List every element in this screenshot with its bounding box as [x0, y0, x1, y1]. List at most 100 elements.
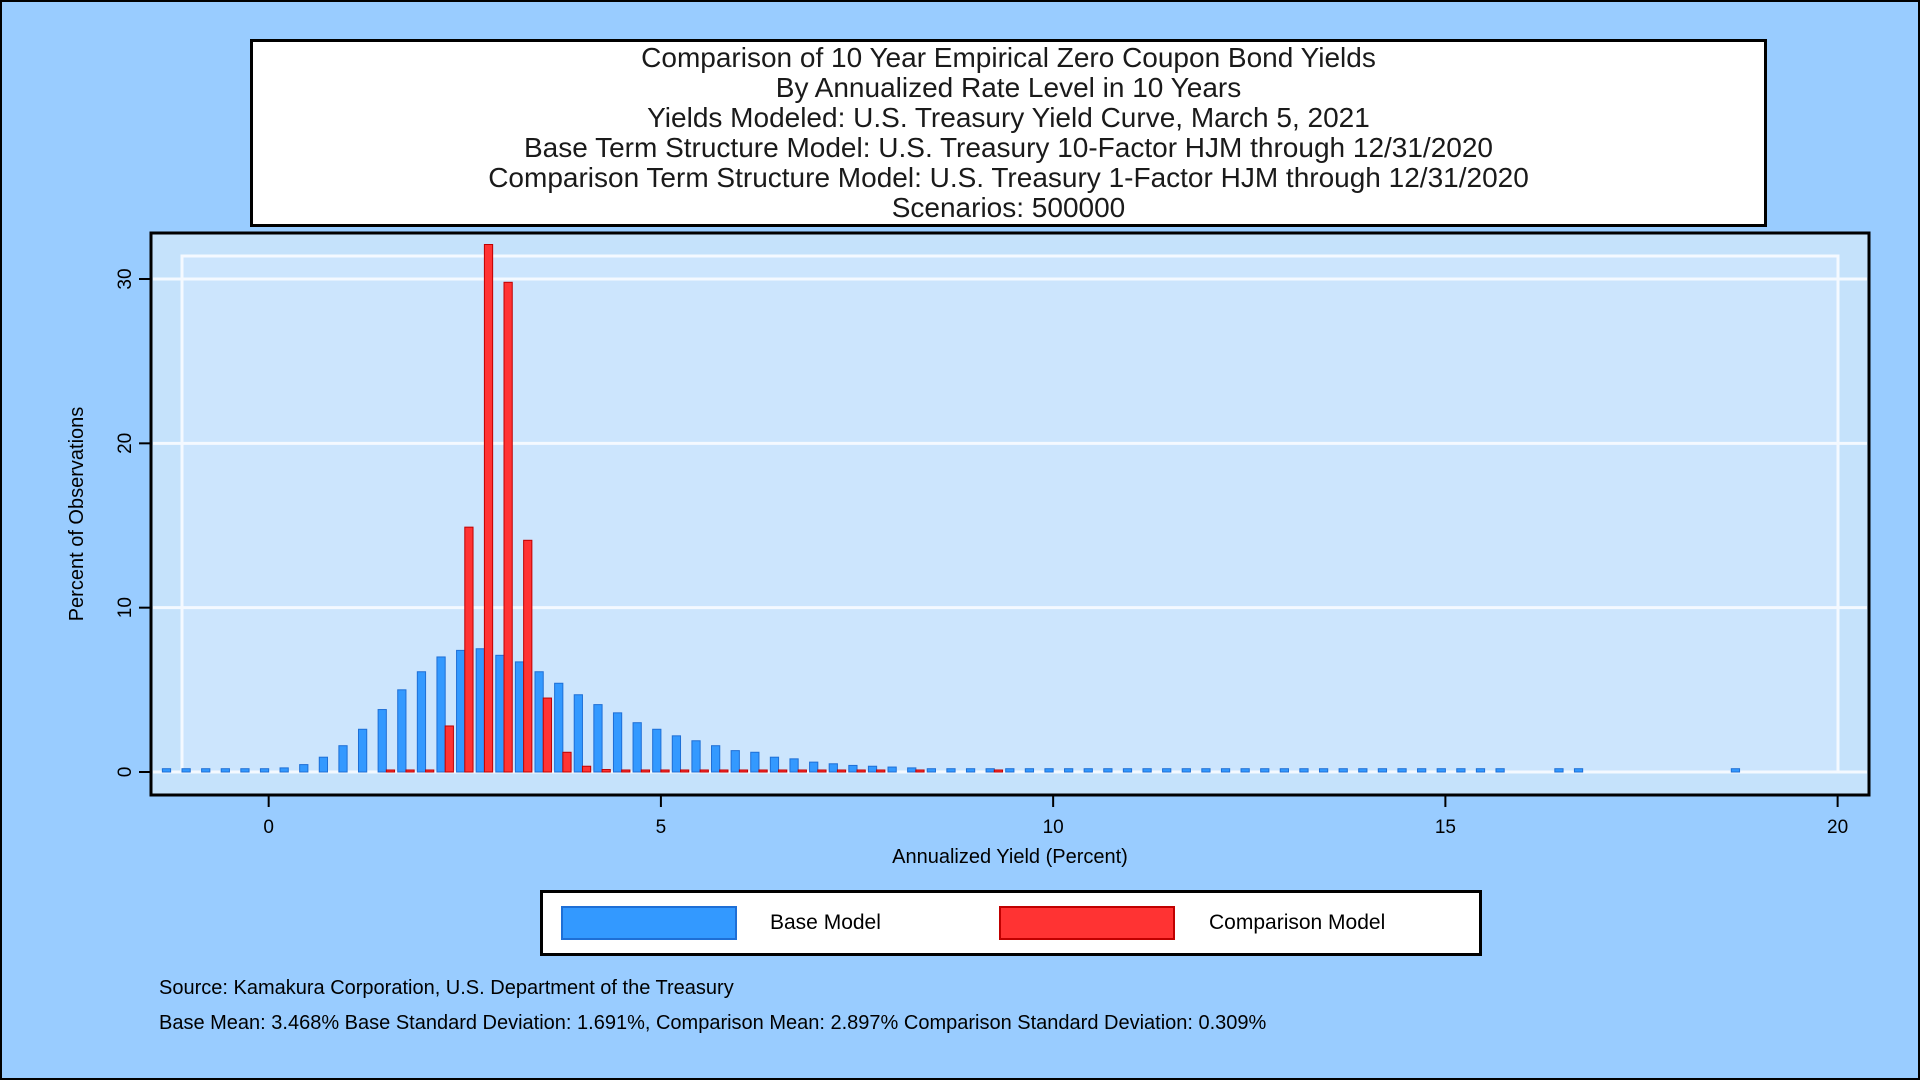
base-model-bar-7	[299, 764, 309, 773]
base-model-bar-59	[1318, 768, 1329, 773]
chart-title-line-3: Yields Modeled: U.S. Treasury Yield Curv…	[647, 102, 1370, 133]
comparison-model-bar-18	[738, 769, 749, 773]
base-model-bar-21	[573, 694, 583, 773]
x-axis-title: Annualized Yield (Percent)	[892, 846, 1128, 868]
base-model-bar-1	[181, 768, 191, 773]
base-model-bar-38	[907, 767, 917, 773]
x-tick-label-0: 0	[263, 817, 274, 838]
base-model-bar-13	[416, 671, 427, 773]
comparison-model-bar-8	[542, 697, 552, 773]
y-axis-title: Percent of Observations	[66, 407, 88, 622]
base-model-bar-37	[887, 766, 897, 773]
legend: Base Model Comparison Model	[540, 890, 1482, 956]
comparison-model-bar-7	[523, 539, 533, 773]
comparison-model-bar-21	[797, 769, 807, 773]
base-model-bar-41	[965, 768, 976, 773]
base-model-bar-50	[1142, 768, 1152, 773]
base-model-bar-61	[1358, 768, 1368, 773]
base-model-bar-23	[612, 712, 623, 773]
base-model-bar-14	[436, 656, 446, 773]
base-model-bar-17	[495, 654, 505, 773]
base-model-bar-54	[1220, 768, 1231, 773]
comparison-model-bar-26	[915, 769, 925, 773]
chart-title-box: Comparison of 10 Year Empirical Zero Cou…	[250, 39, 1767, 227]
chart-title-line-1: Comparison of 10 Year Empirical Zero Cou…	[641, 42, 1376, 73]
base-model-bar-66	[1456, 768, 1466, 773]
base-model-bar-56	[1260, 768, 1270, 773]
base-model-bar-58	[1299, 768, 1309, 773]
comparison-model-bar-0	[385, 769, 396, 773]
stats-note: Base Mean: 3.468% Base Standard Deviatio…	[159, 1012, 1267, 1034]
base-model-bar-30	[750, 751, 760, 773]
comparison-model-bar-25	[876, 769, 886, 773]
base-model-bar-31	[769, 756, 780, 773]
x-tick-label-15: 15	[1435, 817, 1456, 838]
base-model-bar-0	[161, 768, 172, 773]
base-model-bar-68	[1495, 768, 1505, 773]
base-model-bar-24	[632, 722, 642, 773]
source-note: Source: Kamakura Corporation, U.S. Depar…	[159, 977, 734, 999]
base-model-bar-26	[671, 735, 682, 773]
chart-title-line-4: Base Term Structure Model: U.S. Treasury…	[523, 132, 1494, 163]
x-tick-label-5: 5	[656, 817, 667, 838]
comparison-model-bar-3	[444, 725, 454, 773]
base-model-bar-6	[279, 767, 289, 773]
comparison-model-bar-1	[405, 769, 415, 773]
base-model-bar-3	[220, 768, 230, 773]
base-model-bar-28	[711, 745, 721, 773]
base-model-bar-5	[259, 768, 270, 773]
comparison-model-bar-9	[562, 751, 572, 773]
comparison-model-bar-23	[836, 769, 847, 773]
base-model-bar-43	[1005, 768, 1015, 773]
comparison-model-bar-6	[503, 281, 513, 773]
base-model-bar-45	[1044, 768, 1054, 773]
base-model-bar-16	[475, 648, 485, 773]
base-model-bar-4	[240, 768, 250, 773]
comparison-model-bar-4	[464, 526, 474, 773]
base-model-bar-33	[809, 761, 819, 773]
base-model-bar-27	[691, 740, 701, 773]
base-model-bar-70	[1573, 768, 1584, 773]
comparison-model-bar-27	[993, 769, 1004, 773]
legend-label-base: Base Model	[770, 911, 881, 934]
base-model-bar-47	[1083, 768, 1093, 773]
base-model-bar-36	[867, 765, 878, 773]
y-tick-label-10: 10	[115, 597, 136, 618]
bars	[161, 244, 1741, 773]
base-model-bar-34	[828, 763, 838, 773]
base-model-bar-39	[926, 768, 936, 773]
base-model-bar-12	[397, 689, 407, 773]
base-model-bar-11	[377, 709, 387, 773]
x-tick-label-20: 20	[1827, 817, 1848, 838]
comparison-model-bar-14	[660, 769, 670, 773]
base-model-bar-49	[1122, 768, 1133, 773]
comparison-model-bar-20	[778, 769, 788, 773]
base-model-bar-63	[1397, 768, 1407, 773]
base-model-bar-32	[789, 758, 799, 773]
chart-title-line-6: Scenarios: 500000	[891, 192, 1126, 223]
base-model-bar-35	[848, 764, 858, 773]
comparison-model-bar-19	[758, 769, 768, 773]
base-model-bar-22	[593, 704, 603, 773]
base-model-bar-44	[1024, 768, 1035, 773]
base-model-bar-62	[1377, 768, 1388, 773]
base-model-bar-51	[1162, 768, 1172, 773]
base-model-bar-48	[1103, 768, 1113, 773]
base-model-bar-2	[201, 768, 211, 773]
base-model-bar-15	[456, 649, 466, 773]
base-model-bar-10	[357, 728, 368, 773]
base-model-bar-57	[1279, 768, 1289, 773]
base-model-bar-9	[338, 745, 348, 773]
base-model-bar-25	[652, 728, 662, 773]
base-model-bar-20	[554, 682, 564, 773]
y-tick-label-20: 20	[115, 433, 136, 454]
base-model-bar-46	[1064, 768, 1074, 773]
y-tick-label-0: 0	[115, 767, 136, 778]
base-model-bar-52	[1181, 768, 1191, 773]
base-model-bar-65	[1436, 768, 1446, 773]
x-tick-label-10: 10	[1043, 817, 1064, 838]
comparison-model-bar-2	[425, 769, 435, 773]
base-model-bar-40	[946, 768, 956, 773]
y-tick-label-30: 30	[115, 268, 136, 289]
